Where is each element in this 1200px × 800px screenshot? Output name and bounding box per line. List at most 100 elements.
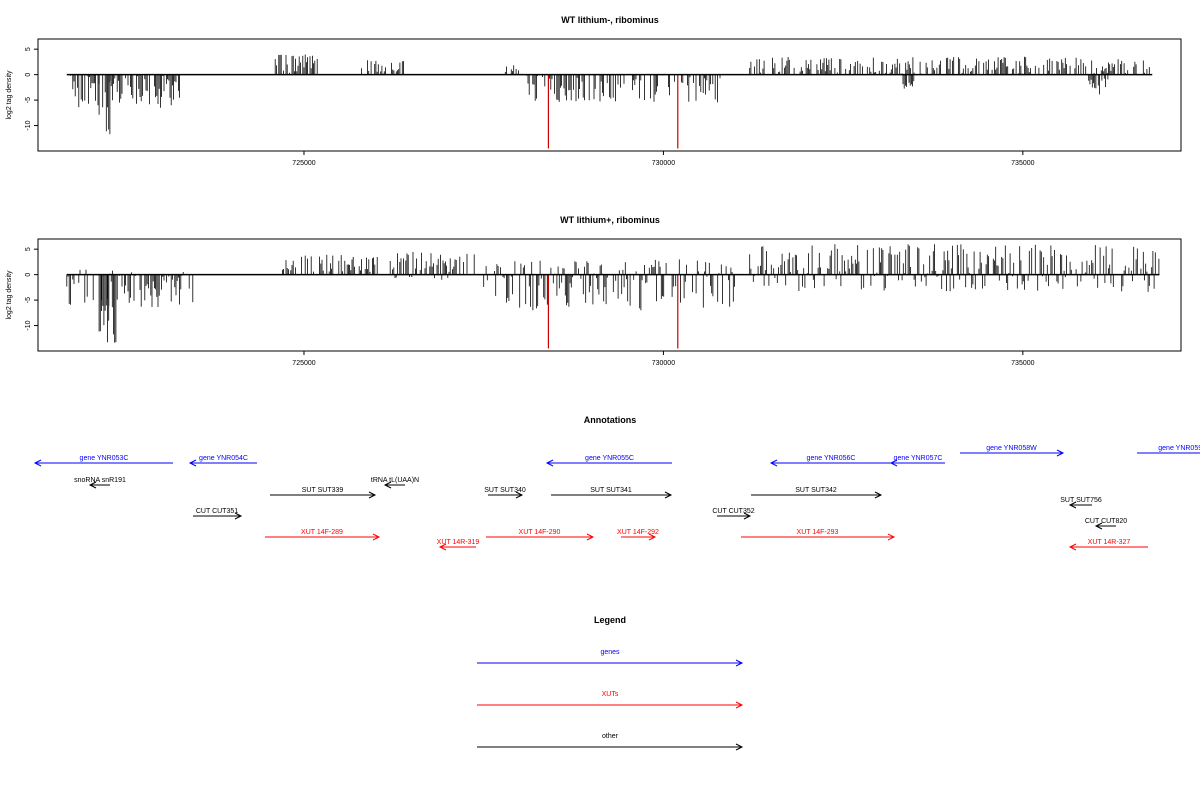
chart-title: WT lithium+, ribominus: [560, 215, 660, 225]
legend-label: XUTs: [602, 691, 619, 698]
legend: Legend genes XUTs other: [477, 615, 744, 751]
annotation-feature: gene YNR056C: [769, 455, 891, 467]
legend-title: Legend: [594, 615, 626, 625]
annotation-arrowhead: [1094, 522, 1103, 530]
annotation-feature: SUT SUT342: [751, 487, 883, 499]
annotation-feature: XUT 14R-327: [1068, 539, 1148, 551]
annotation-label: XUT 14F-292: [617, 529, 659, 536]
annotation-arrowhead: [1068, 501, 1077, 509]
annotation-feature: CUT CUT352: [712, 508, 755, 520]
annotation-label: tRNA tL(UAA)N: [371, 477, 419, 484]
annotation-label: gene YNR056C: [807, 455, 856, 462]
annotation-feature: SUT SUT756: [1060, 497, 1102, 509]
annotation-label: gene YNR059W: [1158, 445, 1200, 452]
annotation-feature: snoRNA snR191: [74, 477, 126, 489]
annotation-arrowhead: [1068, 543, 1077, 551]
annotation-feature: gene YNR057C: [889, 455, 945, 467]
annotation-arrowhead: [188, 459, 197, 467]
annotation-feature: XUT 14F-289: [265, 529, 381, 541]
y-axis-label: log2 tag density: [6, 270, 13, 320]
annotation-label: XUT 14R-319: [437, 539, 480, 546]
annotation-arrowhead: [769, 459, 778, 467]
plot-frame: [37, 38, 1182, 152]
annotation-arrowhead: [383, 481, 392, 489]
annotation-feature: XUT 14F-290: [486, 529, 595, 541]
annotation-label: gene YNR055C: [585, 455, 634, 462]
annotation-label: gene YNR057C: [894, 455, 943, 462]
annotation-label: snoRNA snR191: [74, 477, 126, 484]
legend-label: genes: [600, 649, 620, 656]
annotation-label: CUT CUT352: [712, 508, 754, 515]
annotation-label: XUT 14F-290: [519, 529, 561, 536]
annotation-arrowhead: [515, 491, 524, 499]
y-tick-label: -5: [25, 297, 32, 303]
annotation-feature: gene YNR055C: [545, 455, 672, 467]
legend-label: other: [602, 733, 619, 740]
annotation-arrowhead: [874, 491, 883, 499]
annotation-arrowhead: [1056, 449, 1065, 457]
y-tick-label: 5: [25, 247, 32, 251]
x-tick-label: 730000: [652, 360, 675, 367]
y-tick-label: -10: [25, 120, 32, 130]
annotations-title: Annotations: [584, 415, 637, 425]
annotation-feature: CUT CUT820: [1085, 518, 1127, 530]
y-axis-label: log2 tag density: [6, 70, 13, 120]
x-tick-label: 725000: [292, 360, 315, 367]
chart-panel-lithium-minus: WT lithium-, ribominus log2 tag density …: [6, 15, 1182, 167]
annotation-label: SUT SUT340: [484, 487, 526, 494]
annotation-feature: XUT 14R-319: [437, 539, 480, 551]
x-tick-label: 735000: [1011, 360, 1034, 367]
annotation-label: XUT 14F-289: [301, 529, 343, 536]
y-tick-label: 5: [25, 47, 32, 51]
annotations-track: Annotations gene YNR053C gene YNR054C gene…: [33, 415, 1200, 551]
highlight-series: [547, 74, 679, 149]
plot-frame: [37, 238, 1182, 352]
annotation-arrowhead: [88, 481, 97, 489]
x-tick-label: 730000: [652, 160, 675, 167]
y-tick-label: -5: [25, 97, 32, 103]
y-tick-label: -10: [25, 320, 32, 330]
annotation-feature: gene YNR054C: [188, 455, 257, 467]
annotation-feature: SUT SUT340: [484, 487, 526, 499]
legend-arrowhead: [735, 701, 744, 709]
y-axis: 5 0 -5 -10: [25, 247, 38, 331]
legend-arrowhead: [735, 659, 744, 667]
annotation-features: gene YNR053C gene YNR054C gene YNR055C gene…: [33, 445, 1200, 551]
annotation-label: CUT CUT820: [1085, 518, 1127, 525]
x-axis: 725000 730000 735000: [292, 351, 1035, 367]
annotation-label: gene YNR054C: [199, 455, 248, 462]
annotation-feature: XUT 14F-292: [617, 529, 659, 541]
chart-title: WT lithium-, ribominus: [561, 15, 659, 25]
annotation-feature: gene YNR058W: [960, 445, 1065, 457]
annotation-arrowhead: [887, 533, 896, 541]
annotation-arrowhead: [586, 533, 595, 541]
legend-item: genes: [477, 649, 744, 667]
annotation-feature: tRNA tL(UAA)N: [371, 477, 419, 489]
annotation-label: SUT SUT342: [795, 487, 837, 494]
x-tick-label: 725000: [292, 160, 315, 167]
annotation-label: CUT CUT351: [196, 508, 238, 515]
x-axis: 725000 730000 735000: [292, 151, 1035, 167]
annotation-label: SUT SUT756: [1060, 497, 1102, 504]
annotation-arrowhead: [743, 512, 752, 520]
annotation-arrowhead: [664, 491, 673, 499]
legend-arrowhead: [735, 743, 744, 751]
legend-item: XUTs: [477, 691, 744, 709]
chart-panel-lithium-plus: WT lithium+, ribominus log2 tag density …: [6, 215, 1182, 367]
annotation-feature: SUT SUT339: [270, 487, 377, 499]
y-tick-label: 0: [25, 73, 32, 77]
annotation-arrowhead: [648, 533, 657, 541]
annotation-label: gene YNR058W: [986, 445, 1037, 452]
annotation-label: XUT 14F-293: [797, 529, 839, 536]
annotation-label: gene YNR053C: [80, 455, 129, 462]
annotation-arrowhead: [545, 459, 554, 467]
annotation-label: SUT SUT341: [590, 487, 632, 494]
annotation-feature: SUT SUT341: [551, 487, 673, 499]
annotation-arrowhead: [234, 512, 243, 520]
y-tick-label: 0: [25, 273, 32, 277]
highlight-series: [547, 274, 679, 349]
annotation-feature: gene YNR053C: [33, 455, 173, 467]
annotation-arrowhead: [889, 459, 898, 467]
annotation-arrowhead: [438, 543, 447, 551]
